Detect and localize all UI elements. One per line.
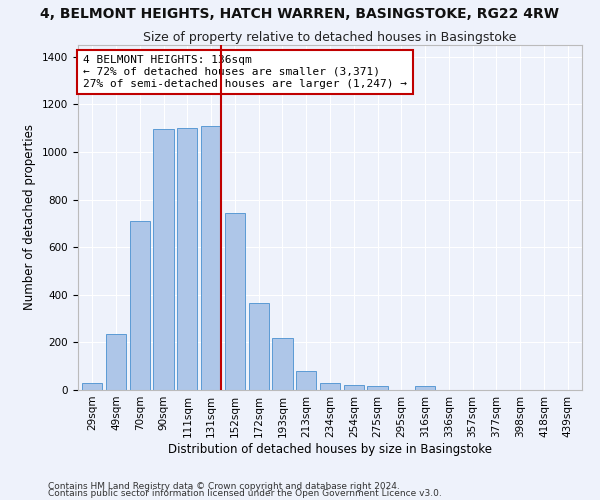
Bar [248,303,269,390]
Bar [106,334,126,390]
Title: Size of property relative to detached houses in Basingstoke: Size of property relative to detached ho… [143,31,517,44]
Bar [415,386,435,390]
Bar [82,383,103,390]
Text: 4 BELMONT HEIGHTS: 136sqm
← 72% of detached houses are smaller (3,371)
27% of se: 4 BELMONT HEIGHTS: 136sqm ← 72% of detac… [83,56,407,88]
Text: Contains HM Land Registry data © Crown copyright and database right 2024.: Contains HM Land Registry data © Crown c… [48,482,400,491]
Bar [154,130,173,390]
Bar [177,128,197,390]
Text: 4, BELMONT HEIGHTS, HATCH WARREN, BASINGSTOKE, RG22 4RW: 4, BELMONT HEIGHTS, HATCH WARREN, BASING… [41,8,560,22]
Bar [344,385,364,390]
Bar [130,221,150,390]
Bar [225,212,245,390]
Bar [367,386,388,390]
Bar [320,383,340,390]
Bar [272,338,293,390]
Bar [201,126,221,390]
Bar [296,371,316,390]
Y-axis label: Number of detached properties: Number of detached properties [23,124,37,310]
X-axis label: Distribution of detached houses by size in Basingstoke: Distribution of detached houses by size … [168,442,492,456]
Text: Contains public sector information licensed under the Open Government Licence v3: Contains public sector information licen… [48,489,442,498]
